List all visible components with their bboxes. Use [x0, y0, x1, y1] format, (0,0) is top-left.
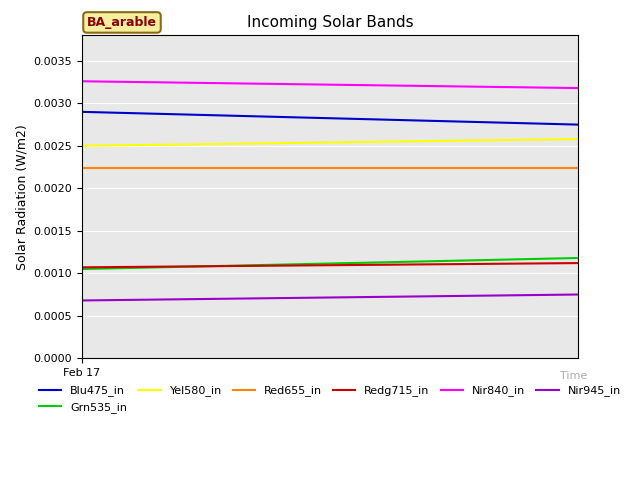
Text: BA_arable: BA_arable [87, 16, 157, 29]
Y-axis label: Solar Radiation (W/m2): Solar Radiation (W/m2) [15, 124, 28, 270]
Title: Incoming Solar Bands: Incoming Solar Bands [246, 15, 413, 30]
Text: Time: Time [561, 371, 588, 381]
Legend: Blu475_in, Grn535_in, Yel580_in, Red655_in, Redg715_in, Nir840_in, Nir945_in: Blu475_in, Grn535_in, Yel580_in, Red655_… [35, 381, 625, 417]
